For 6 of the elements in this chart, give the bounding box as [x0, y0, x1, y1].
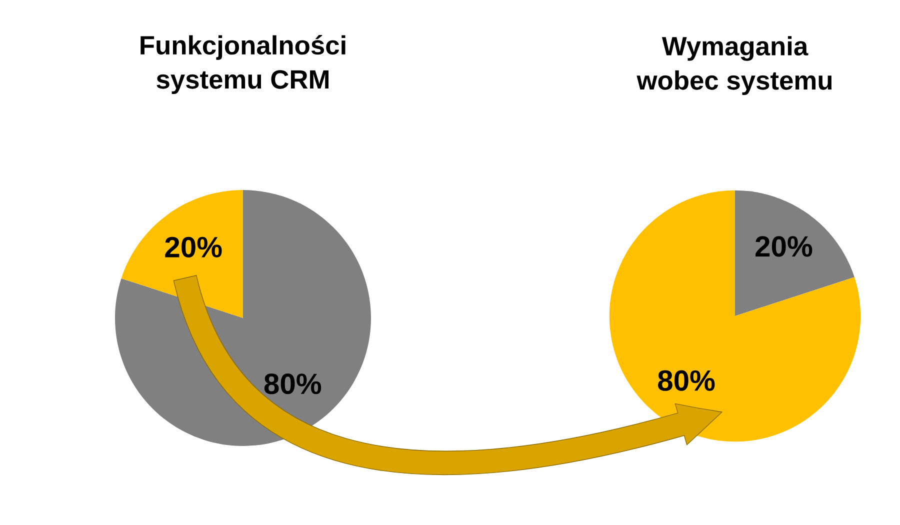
chart-title: Funkcjonalności systemu CRM	[140, 35, 346, 94]
data-label: 80%	[658, 370, 715, 391]
data-label: 80%	[264, 374, 322, 394]
data-label: 20%	[756, 236, 812, 257]
chart-title: Wymagania wobec systemu	[636, 36, 832, 96]
data-label: 20%	[165, 236, 222, 258]
